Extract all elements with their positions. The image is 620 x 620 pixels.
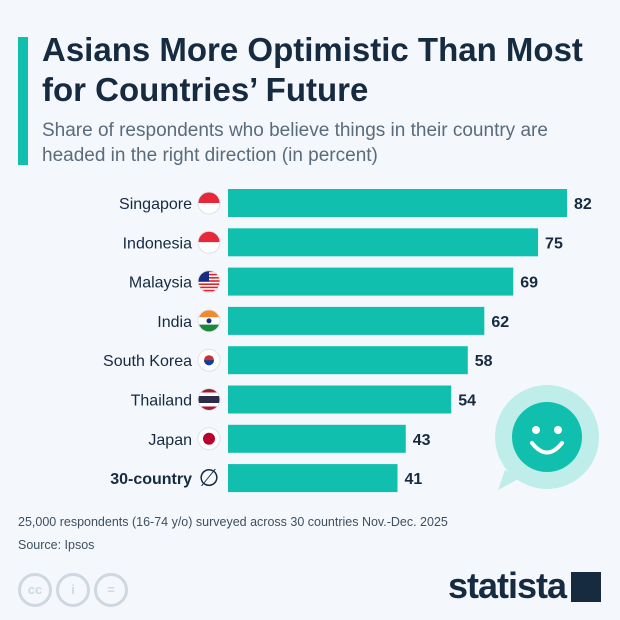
data-label: 62 <box>491 314 509 331</box>
bar <box>228 346 468 375</box>
category-label: Indonesia <box>123 235 192 252</box>
smiley-bubble-icon <box>495 385 599 490</box>
data-label: 54 <box>458 393 476 410</box>
average-symbol-icon: ∅ <box>199 464 220 492</box>
no-derivatives-icon[interactable]: = <box>94 573 128 607</box>
bar <box>228 424 406 453</box>
bar-row-30-country: 30-country ∅ 41 <box>110 464 423 493</box>
category-label: 30-country <box>110 471 192 488</box>
bar <box>228 228 539 257</box>
bar <box>228 464 398 493</box>
data-label: 43 <box>413 432 431 449</box>
statista-logo-mark <box>571 572 601 602</box>
bar-row-singapore: Singapore 82 <box>119 189 592 217</box>
flag-malaysia-icon <box>197 270 221 294</box>
flag-japan-icon <box>197 427 221 451</box>
flag-indonesia-icon <box>197 230 221 254</box>
data-label: 69 <box>520 275 538 292</box>
flag-singapore-icon <box>197 191 221 215</box>
category-label: Thailand <box>131 393 192 410</box>
data-label: 58 <box>475 353 493 370</box>
bar-row-indonesia: Indonesia 75 <box>123 228 563 257</box>
flag-south-korea-icon <box>197 348 221 372</box>
bar <box>228 385 452 414</box>
data-label: 75 <box>545 235 563 252</box>
bar-row-india: India 62 <box>157 306 509 335</box>
flag-thailand-icon <box>197 388 221 411</box>
category-label: Singapore <box>119 196 192 213</box>
bar-row-thailand: Thailand 54 <box>131 385 476 414</box>
bar-row-south-korea: South Korea 58 <box>103 346 493 375</box>
chart-title: Asians More Optimistic Than Most for Cou… <box>42 31 583 108</box>
statista-logo[interactable]: statista <box>448 565 567 606</box>
data-label: 41 <box>405 471 423 488</box>
attribution-icon[interactable]: i <box>56 573 90 607</box>
bar-row-malaysia: Malaysia 69 <box>129 267 538 296</box>
bar <box>228 189 567 217</box>
bar-chart: Singapore 82 Indonesia 75 Malaysia 69 India 62 S… <box>103 189 599 493</box>
data-label: 82 <box>574 196 592 213</box>
bar-row-japan: Japan 43 <box>148 424 431 453</box>
footnote: 25,000 respondents (16-74 y/o) surveyed … <box>18 515 448 529</box>
category-label: Malaysia <box>129 275 192 292</box>
category-label: South Korea <box>103 353 192 370</box>
cc-license-icon[interactable]: cc <box>18 573 52 607</box>
chart-subtitle: Share of respondents who believe things … <box>42 120 548 166</box>
bar <box>228 306 485 335</box>
title-accent-bar <box>18 37 28 165</box>
category-label: Japan <box>148 432 192 449</box>
category-label: India <box>157 314 192 331</box>
svg-text:∅: ∅ <box>199 464 220 492</box>
bar <box>228 267 514 296</box>
flag-india-icon <box>197 309 221 333</box>
source: Source: Ipsos <box>18 538 95 552</box>
